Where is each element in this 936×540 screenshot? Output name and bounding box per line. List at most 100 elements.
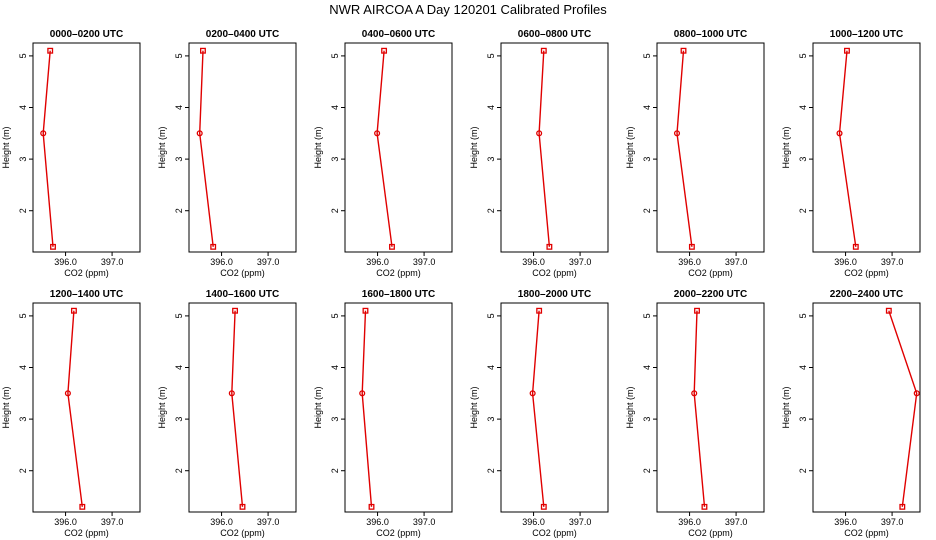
y-tick-label: 3 [642,157,652,162]
panel-title: 1600–1800 UTC [362,289,435,300]
y-tick-label: 5 [486,53,496,58]
y-tick-label: 2 [174,468,184,473]
x-tick-label: 396.0 [834,517,857,527]
series-line [376,50,393,247]
x-axis-label: CO2 (ppm) [376,268,421,278]
data-point [381,47,388,54]
y-tick-label: 4 [642,105,652,110]
y-tick-label: 2 [18,208,28,213]
y-tick-label: 4 [18,365,28,370]
plot-frame [32,302,141,513]
panel-title: 0800–1000 UTC [674,29,747,40]
y-tick-label: 3 [174,157,184,162]
y-axis-label: Height (m) [157,386,167,428]
data-point [50,243,56,250]
x-axis-label: CO2 (ppm) [844,528,889,538]
panel-title: 0200–0400 UTC [206,29,279,40]
y-axis-label: Height (m) [625,126,635,168]
data-point [228,390,235,397]
y-tick-label: 2 [642,208,652,213]
y-tick-label: 2 [330,468,340,473]
plot-frame [344,42,453,253]
y-tick-label: 3 [798,157,808,162]
y-tick-label: 4 [330,105,340,110]
data-point [64,390,71,397]
x-axis-label: CO2 (ppm) [220,268,265,278]
series-line [361,310,373,507]
y-tick-label: 4 [18,105,28,110]
data-point [540,47,547,54]
y-tick-label: 5 [330,53,340,58]
x-axis-label: CO2 (ppm) [64,528,109,538]
x-tick-label: 396.0 [210,257,233,267]
data-point [389,243,395,250]
data-point [239,503,246,510]
x-tick-label: 397.0 [257,517,280,527]
series-line [531,310,545,507]
x-tick-label: 396.0 [54,257,77,267]
x-tick-label: 396.0 [522,257,545,267]
y-tick-label: 4 [486,105,496,110]
x-tick-label: 397.0 [569,517,592,527]
x-tick-label: 397.0 [725,257,748,267]
panel-title: 1200–1400 UTC [50,289,123,300]
series-line [888,310,918,507]
y-tick-label: 4 [330,365,340,370]
data-point [691,390,698,397]
panel-title: 0000–0200 UTC [50,29,123,40]
data-point [374,130,381,137]
data-point [200,47,206,54]
series-line [42,50,54,247]
data-point [688,243,695,250]
x-tick-label: 396.0 [366,257,389,267]
x-tick-label: 396.0 [678,517,701,527]
y-axis-label: Height (m) [469,386,479,428]
y-tick-label: 2 [18,468,28,473]
x-tick-label: 396.0 [366,517,389,527]
y-tick-label: 5 [486,313,496,318]
y-tick-label: 5 [642,313,652,318]
data-point [529,390,536,397]
plot-frame [32,42,141,253]
data-point [852,243,859,250]
y-tick-label: 2 [486,208,496,213]
y-tick-label: 3 [330,417,340,422]
data-point [673,130,681,137]
plot-frame [188,302,297,513]
y-axis-label: Height (m) [313,126,323,168]
panel-title: 1800–2000 UTC [518,289,591,300]
data-point [536,130,543,137]
data-point [844,47,850,54]
plot-frame [812,42,921,253]
x-tick-label: 396.0 [210,517,233,527]
y-tick-label: 5 [330,313,340,318]
x-tick-label: 397.0 [881,517,904,527]
y-tick-label: 5 [18,53,28,58]
x-tick-label: 397.0 [569,257,592,267]
panel-title: 1000–1200 UTC [830,29,903,40]
x-tick-label: 397.0 [101,517,124,527]
data-point [359,390,366,397]
x-tick-label: 396.0 [522,517,545,527]
y-tick-label: 4 [174,365,184,370]
y-axis-label: Height (m) [157,126,167,168]
y-tick-label: 2 [798,468,808,473]
y-tick-label: 5 [174,313,184,318]
y-tick-label: 3 [18,157,28,162]
data-point [546,243,553,250]
series-line [198,50,214,247]
x-tick-label: 397.0 [257,257,280,267]
panel-title: 0400–0600 UTC [362,29,435,40]
y-tick-label: 2 [798,208,808,213]
series-line [538,50,551,247]
